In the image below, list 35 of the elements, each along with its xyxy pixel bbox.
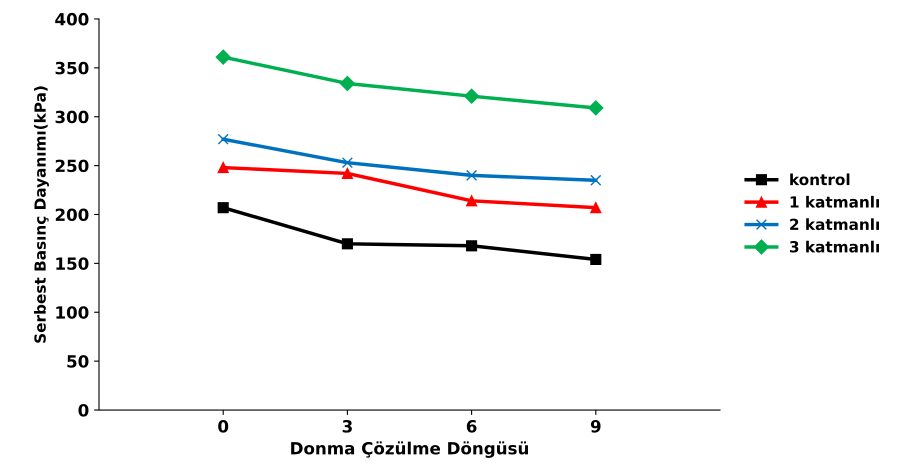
y-axis-title: Serbest Basınç Dayanımı(kPa) xyxy=(34,86,49,343)
legend-label: 1 katmanlı xyxy=(790,196,879,208)
point xyxy=(342,168,353,179)
point xyxy=(216,50,231,65)
point xyxy=(466,170,478,181)
point xyxy=(464,88,480,104)
x-tick-label: 0 xyxy=(218,420,228,433)
legend-label: 3 katmanlı xyxy=(790,240,879,253)
y-tick-label: 400 xyxy=(55,12,88,26)
point xyxy=(218,134,229,145)
point xyxy=(466,195,478,206)
x-tick-label: 6 xyxy=(466,420,476,433)
y-tick-label: 0 xyxy=(78,404,88,417)
x-tick-label: 9 xyxy=(590,420,601,433)
point xyxy=(590,254,602,266)
y-tick-label: 50 xyxy=(67,355,88,368)
point xyxy=(466,240,478,252)
x-tick-label: 3 xyxy=(342,420,352,433)
y-tick-label: 300 xyxy=(56,110,88,124)
y-tick-label: 150 xyxy=(56,257,88,270)
y-tick-label: 200 xyxy=(56,208,88,222)
point xyxy=(340,76,355,92)
point xyxy=(588,100,604,116)
point xyxy=(590,174,602,186)
x-axis-title: Donma Çözülme Döngüsü xyxy=(291,441,528,458)
y-tick-label: 350 xyxy=(56,62,88,74)
point xyxy=(218,202,229,214)
point xyxy=(590,202,602,214)
legend-label: kontrol xyxy=(790,173,850,186)
legend-label: 2 katmanlı xyxy=(790,218,879,230)
point xyxy=(342,157,353,168)
y-tick-label: 250 xyxy=(56,160,88,172)
y-tick-label: 100 xyxy=(56,306,88,319)
point xyxy=(342,238,353,250)
point xyxy=(218,162,229,174)
